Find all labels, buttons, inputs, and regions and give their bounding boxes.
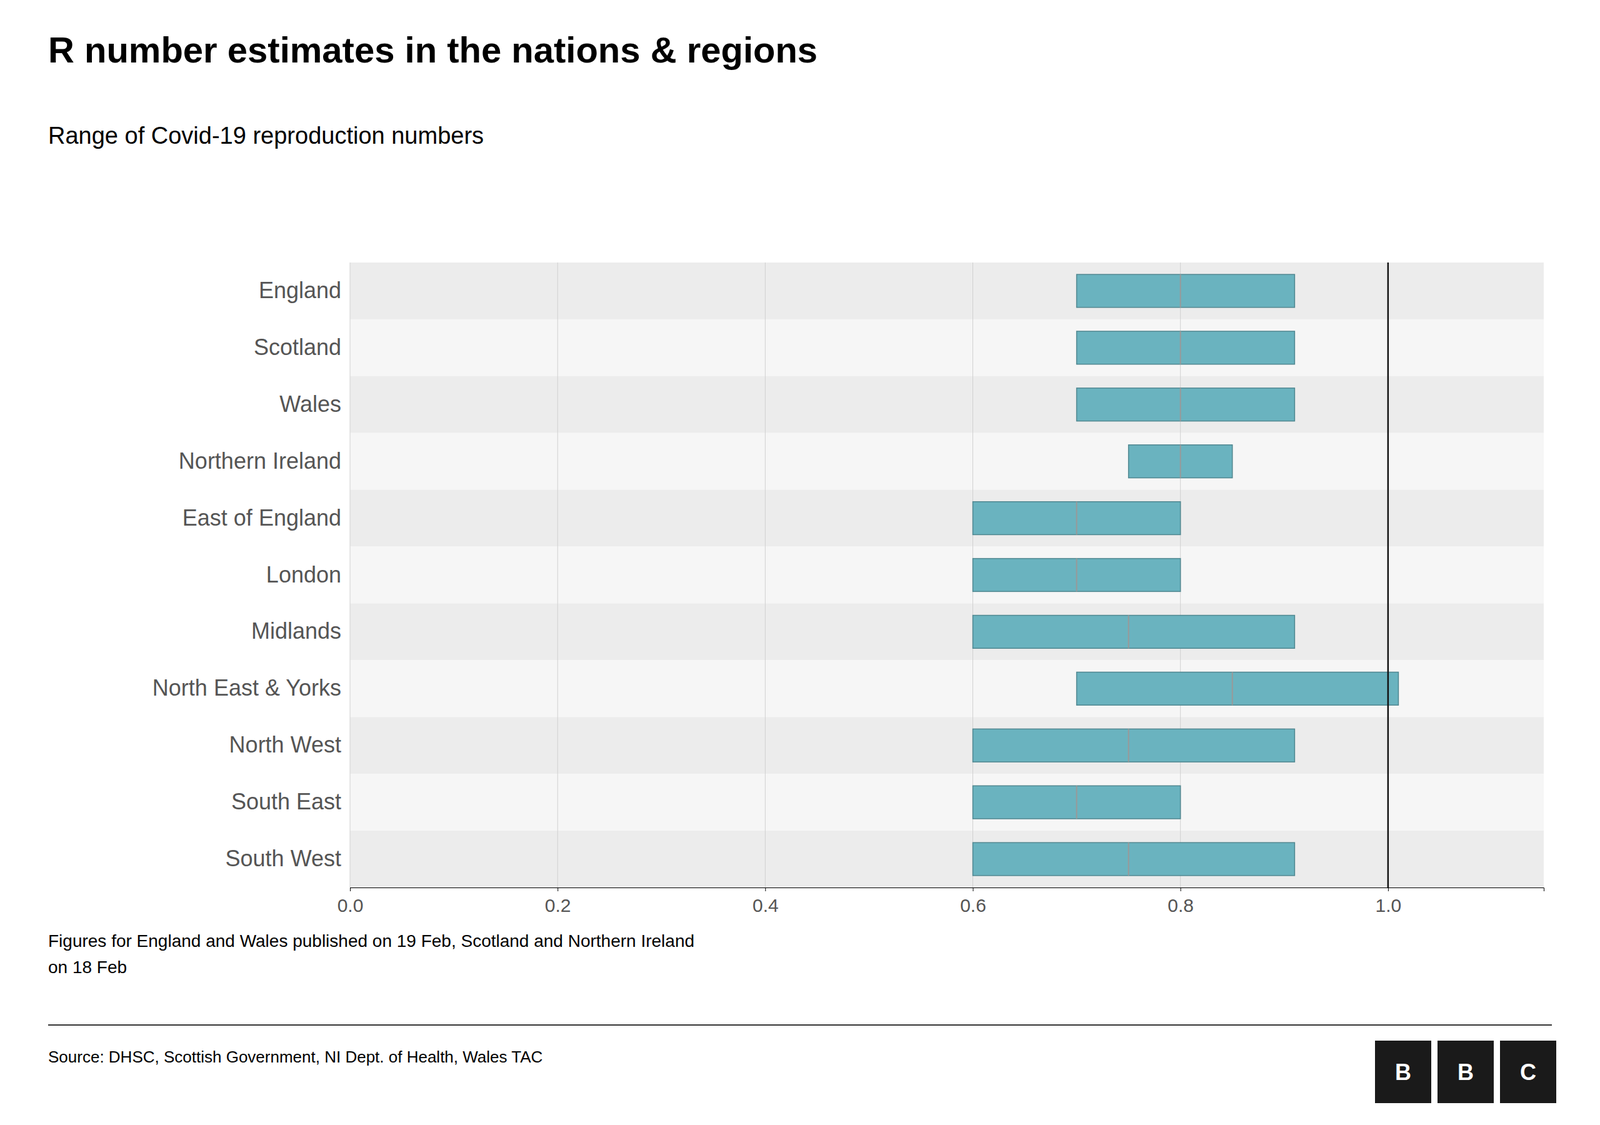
row-band	[350, 376, 1544, 434]
range-bar	[973, 728, 1295, 762]
y-tick-label: East of England	[182, 505, 342, 531]
row-band	[350, 716, 1544, 774]
logo-letter: C	[1520, 1059, 1537, 1085]
x-tick-label: 0.8	[1167, 895, 1194, 916]
x-tick-mark	[1180, 887, 1182, 892]
mid-line	[1128, 615, 1130, 649]
range-bar	[1076, 388, 1295, 422]
mid-line	[1128, 728, 1130, 762]
row-band	[350, 660, 1544, 717]
row-band	[350, 603, 1544, 660]
x-tick-mark	[1388, 887, 1389, 892]
range-bar	[973, 501, 1181, 535]
reference-line	[1387, 262, 1390, 888]
grid-line	[765, 262, 766, 888]
y-tick: Midlands	[251, 618, 342, 644]
y-tick-label: London	[266, 561, 342, 588]
y-tick: North East & Yorks	[152, 675, 342, 701]
x-tick: 0.2	[545, 887, 572, 916]
y-tick-label: North West	[229, 731, 342, 758]
x-tick-label: 0.2	[545, 895, 572, 916]
x-tick-mark	[350, 887, 351, 892]
row-band	[350, 262, 1544, 320]
marks	[973, 262, 1399, 888]
y-tick: East of England	[182, 505, 342, 531]
row-band	[350, 830, 1544, 888]
range-bar	[973, 785, 1181, 819]
chart: R number estimates in the nations & regi…	[0, 0, 1600, 1125]
logo-letter: B	[1457, 1059, 1474, 1085]
mid-line	[1076, 785, 1078, 819]
x-tick: 0.4	[752, 887, 779, 916]
logo-box	[1500, 1040, 1557, 1104]
y-tick-label: England	[258, 277, 342, 304]
source: Source: DHSC, Scottish Government, NI De…	[48, 1047, 543, 1067]
plot: 0.0 0.2 0.4 0.6 0.8 1.0 England Scotland Wales No…	[152, 262, 1545, 916]
mid-line	[1231, 671, 1234, 705]
range-bar	[1076, 331, 1295, 365]
row-band	[350, 773, 1544, 831]
y-tick: South West	[225, 845, 342, 872]
row-band	[350, 433, 1544, 490]
y-tick-label: Midlands	[251, 618, 342, 644]
grid-line	[1387, 262, 1389, 888]
title: R number estimates in the nations & regi…	[48, 29, 818, 70]
x-tick-mark	[557, 887, 559, 892]
mid-line	[1076, 501, 1078, 535]
mid-line	[1180, 274, 1182, 308]
x-tick: 1.0	[1375, 887, 1402, 916]
x-tick-mark	[765, 887, 766, 892]
logo: BBC	[1375, 1040, 1557, 1104]
row-band	[350, 319, 1544, 377]
y-tick-label: Wales	[279, 391, 342, 417]
range-bar	[973, 558, 1181, 592]
x-axis-line	[350, 888, 1545, 892]
logo-box	[1375, 1040, 1432, 1104]
mid-line	[1180, 331, 1182, 365]
range-bar	[973, 842, 1295, 876]
y-tick-label: North East & Yorks	[152, 675, 342, 701]
logo-letter: B	[1395, 1059, 1412, 1085]
x-tick: 0.6	[960, 887, 987, 916]
note: Figures for England and Wales published …	[48, 931, 695, 977]
mid-line	[1128, 842, 1130, 876]
grid-line	[557, 262, 559, 888]
y-tick: Wales	[279, 391, 342, 417]
mid-line	[1076, 558, 1078, 592]
y-tick: South East	[231, 788, 342, 815]
x-tick-label: 0.4	[752, 895, 779, 916]
logo-box	[1437, 1040, 1494, 1104]
row-band	[350, 490, 1544, 547]
y-tick: London	[266, 561, 342, 588]
range-bar	[1128, 445, 1233, 479]
range-bar	[1076, 671, 1399, 705]
bands	[350, 262, 1544, 888]
x-tick-mark	[973, 887, 974, 892]
grid	[350, 262, 1389, 888]
separator	[48, 1024, 1552, 1026]
y-tick-label: Scotland	[253, 334, 342, 360]
mid-line	[1180, 388, 1182, 422]
range-bar	[973, 615, 1295, 649]
y-tick: England	[258, 277, 342, 304]
row-band	[350, 546, 1544, 604]
y-tick-label: South West	[225, 845, 342, 872]
grid-line	[350, 262, 351, 888]
x-tick-label: 1.0	[1375, 895, 1402, 916]
y-tick-label: South East	[231, 788, 342, 815]
mid-line	[1180, 445, 1182, 479]
x-tick-label: 0.6	[960, 895, 987, 916]
x-axis: 0.0 0.2 0.4 0.6 0.8 1.0	[337, 887, 1545, 916]
y-tick: Scotland	[253, 334, 342, 360]
y-axis: England Scotland Wales Northern Ireland East…	[152, 277, 342, 872]
y-tick: North West	[229, 731, 342, 758]
x-tick: 0.8	[1167, 887, 1194, 916]
x-tick: 0.0	[337, 887, 364, 916]
subtitle: Range of Covid-19 reproduction numbers	[48, 122, 484, 149]
range-bar	[1076, 274, 1295, 308]
y-tick-label: Northern Ireland	[178, 448, 342, 474]
y-tick: Northern Ireland	[178, 448, 342, 474]
x-tick-label: 0.0	[337, 895, 364, 916]
